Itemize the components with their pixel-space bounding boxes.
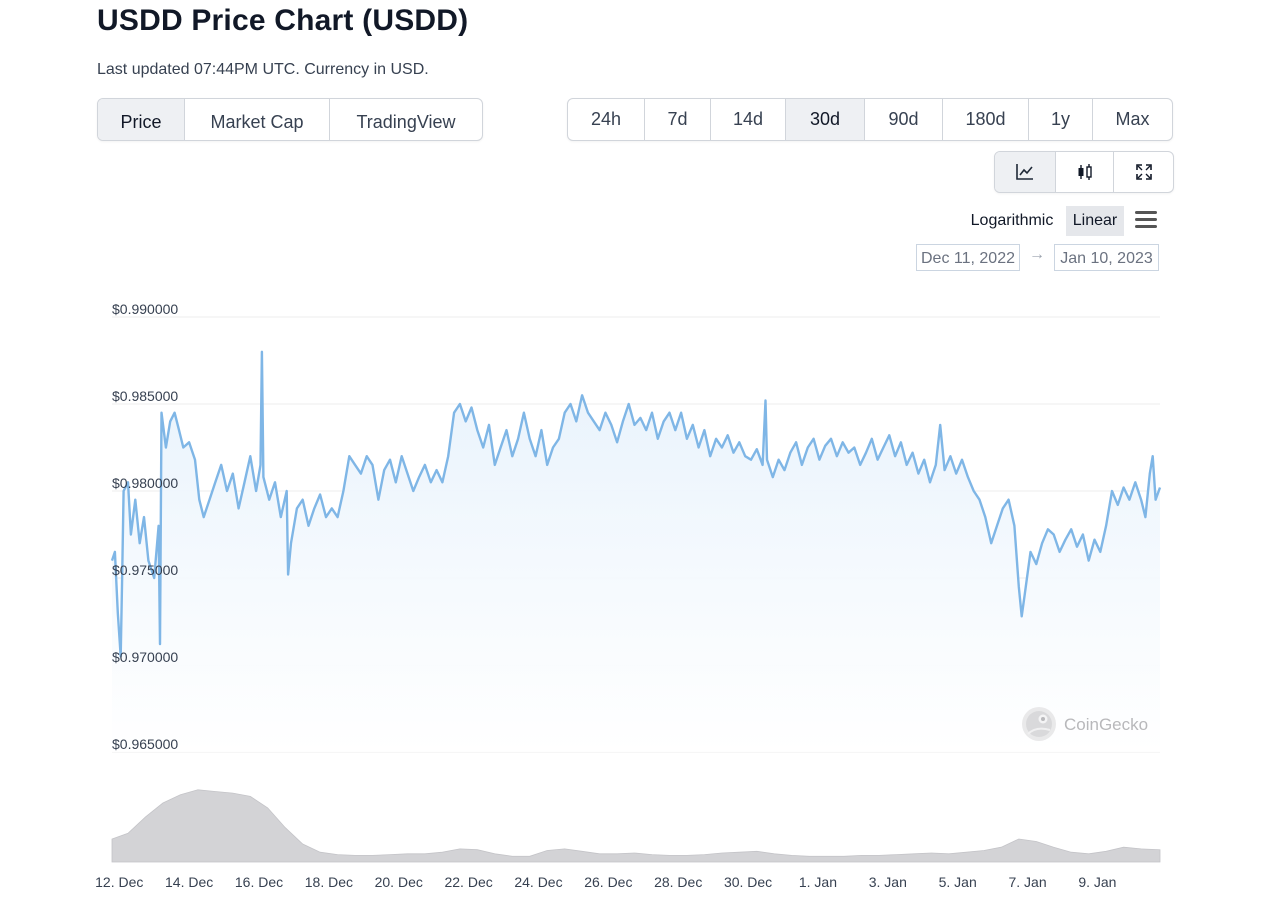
range-1y[interactable]: 1y xyxy=(1029,99,1093,140)
y-tick-label: $0.990000 xyxy=(112,301,178,317)
chart-view-buttons xyxy=(994,151,1174,193)
range-30d[interactable]: 30d xyxy=(786,99,865,140)
tab-price[interactable]: Price xyxy=(98,99,185,140)
linear-scale-toggle[interactable]: Linear xyxy=(1066,206,1124,236)
range-24h[interactable]: 24h xyxy=(568,99,645,140)
x-tick-label: 26. Dec xyxy=(584,874,632,890)
gecko-logo-icon xyxy=(1022,707,1056,741)
range-max[interactable]: Max xyxy=(1093,99,1172,140)
range-180d[interactable]: 180d xyxy=(943,99,1029,140)
x-tick-label: 5. Jan xyxy=(939,874,977,890)
range-30d-label: 30d xyxy=(809,109,841,129)
range-24h-label: 24h xyxy=(590,109,622,129)
x-tick-label: 24. Dec xyxy=(514,874,562,890)
watermark-text: CoinGecko xyxy=(1064,715,1148,734)
x-tick-label: 1. Jan xyxy=(799,874,837,890)
range-max-label: Max xyxy=(1115,109,1150,129)
range-90d[interactable]: 90d xyxy=(865,99,943,140)
y-tick-label: $0.980000 xyxy=(112,475,178,491)
date-range-arrow: → xyxy=(1029,246,1045,263)
coingecko-watermark: CoinGecko xyxy=(1022,707,1148,741)
range-1y-label: 1y xyxy=(1050,109,1070,129)
x-tick-label: 28. Dec xyxy=(654,874,702,890)
tab-price-label: Price xyxy=(120,112,162,132)
x-tick-label: 9. Jan xyxy=(1078,874,1116,890)
x-tick-label: 14. Dec xyxy=(165,874,213,890)
range-7d[interactable]: 7d xyxy=(645,99,711,140)
fullscreen-icon xyxy=(1135,164,1152,180)
logarithmic-scale-toggle[interactable]: Logarithmic xyxy=(970,212,1054,229)
tab-market-cap[interactable]: Market Cap xyxy=(185,99,330,140)
x-tick-label: 18. Dec xyxy=(305,874,353,890)
y-tick-label: $0.970000 xyxy=(112,649,178,665)
tab-tradingview-label: TradingView xyxy=(356,112,456,132)
x-tick-label: 30. Dec xyxy=(724,874,772,890)
y-tick-label: $0.965000 xyxy=(112,736,178,752)
volume-area xyxy=(111,789,1161,863)
fullscreen-button[interactable] xyxy=(1114,152,1173,192)
range-90d-label: 90d xyxy=(888,109,919,129)
x-tick-label: 12. Dec xyxy=(95,874,143,890)
line-chart-icon xyxy=(1016,164,1033,180)
last-updated-text: Last updated 07:44PM UTC. Currency in US… xyxy=(97,61,429,78)
page-title: USDD Price Chart (USDD) xyxy=(97,4,469,37)
y-tick-label: $0.975000 xyxy=(112,562,178,578)
tab-tradingview[interactable]: TradingView xyxy=(330,99,482,140)
hamburger-menu-icon[interactable] xyxy=(1134,208,1158,232)
range-14d[interactable]: 14d xyxy=(711,99,786,140)
price-area-fill xyxy=(112,351,1160,752)
date-to-input[interactable]: Jan 10, 2023 xyxy=(1054,244,1159,271)
candlestick-icon xyxy=(1078,164,1092,180)
y-tick-label: $0.985000 xyxy=(112,388,178,404)
x-tick-label: 7. Jan xyxy=(1008,874,1046,890)
time-range-selector: 24h 7d 14d 30d 90d 180d 1y Max xyxy=(567,98,1173,141)
candlestick-view-button[interactable] xyxy=(1056,152,1114,192)
price-line xyxy=(110,350,1162,658)
x-tick-label: 20. Dec xyxy=(375,874,423,890)
range-180d-label: 180d xyxy=(965,109,1006,129)
x-tick-label: 22. Dec xyxy=(444,874,492,890)
chart-type-tabs: Price Market Cap TradingView xyxy=(97,98,483,141)
x-tick-label: 3. Jan xyxy=(869,874,907,890)
tab-market-cap-label: Market Cap xyxy=(210,112,304,132)
date-from-input[interactable]: Dec 11, 2022 xyxy=(916,244,1020,271)
line-view-button[interactable] xyxy=(995,152,1056,192)
range-7d-label: 7d xyxy=(667,109,688,129)
range-14d-label: 14d xyxy=(732,109,764,129)
x-tick-label: 16. Dec xyxy=(235,874,283,890)
